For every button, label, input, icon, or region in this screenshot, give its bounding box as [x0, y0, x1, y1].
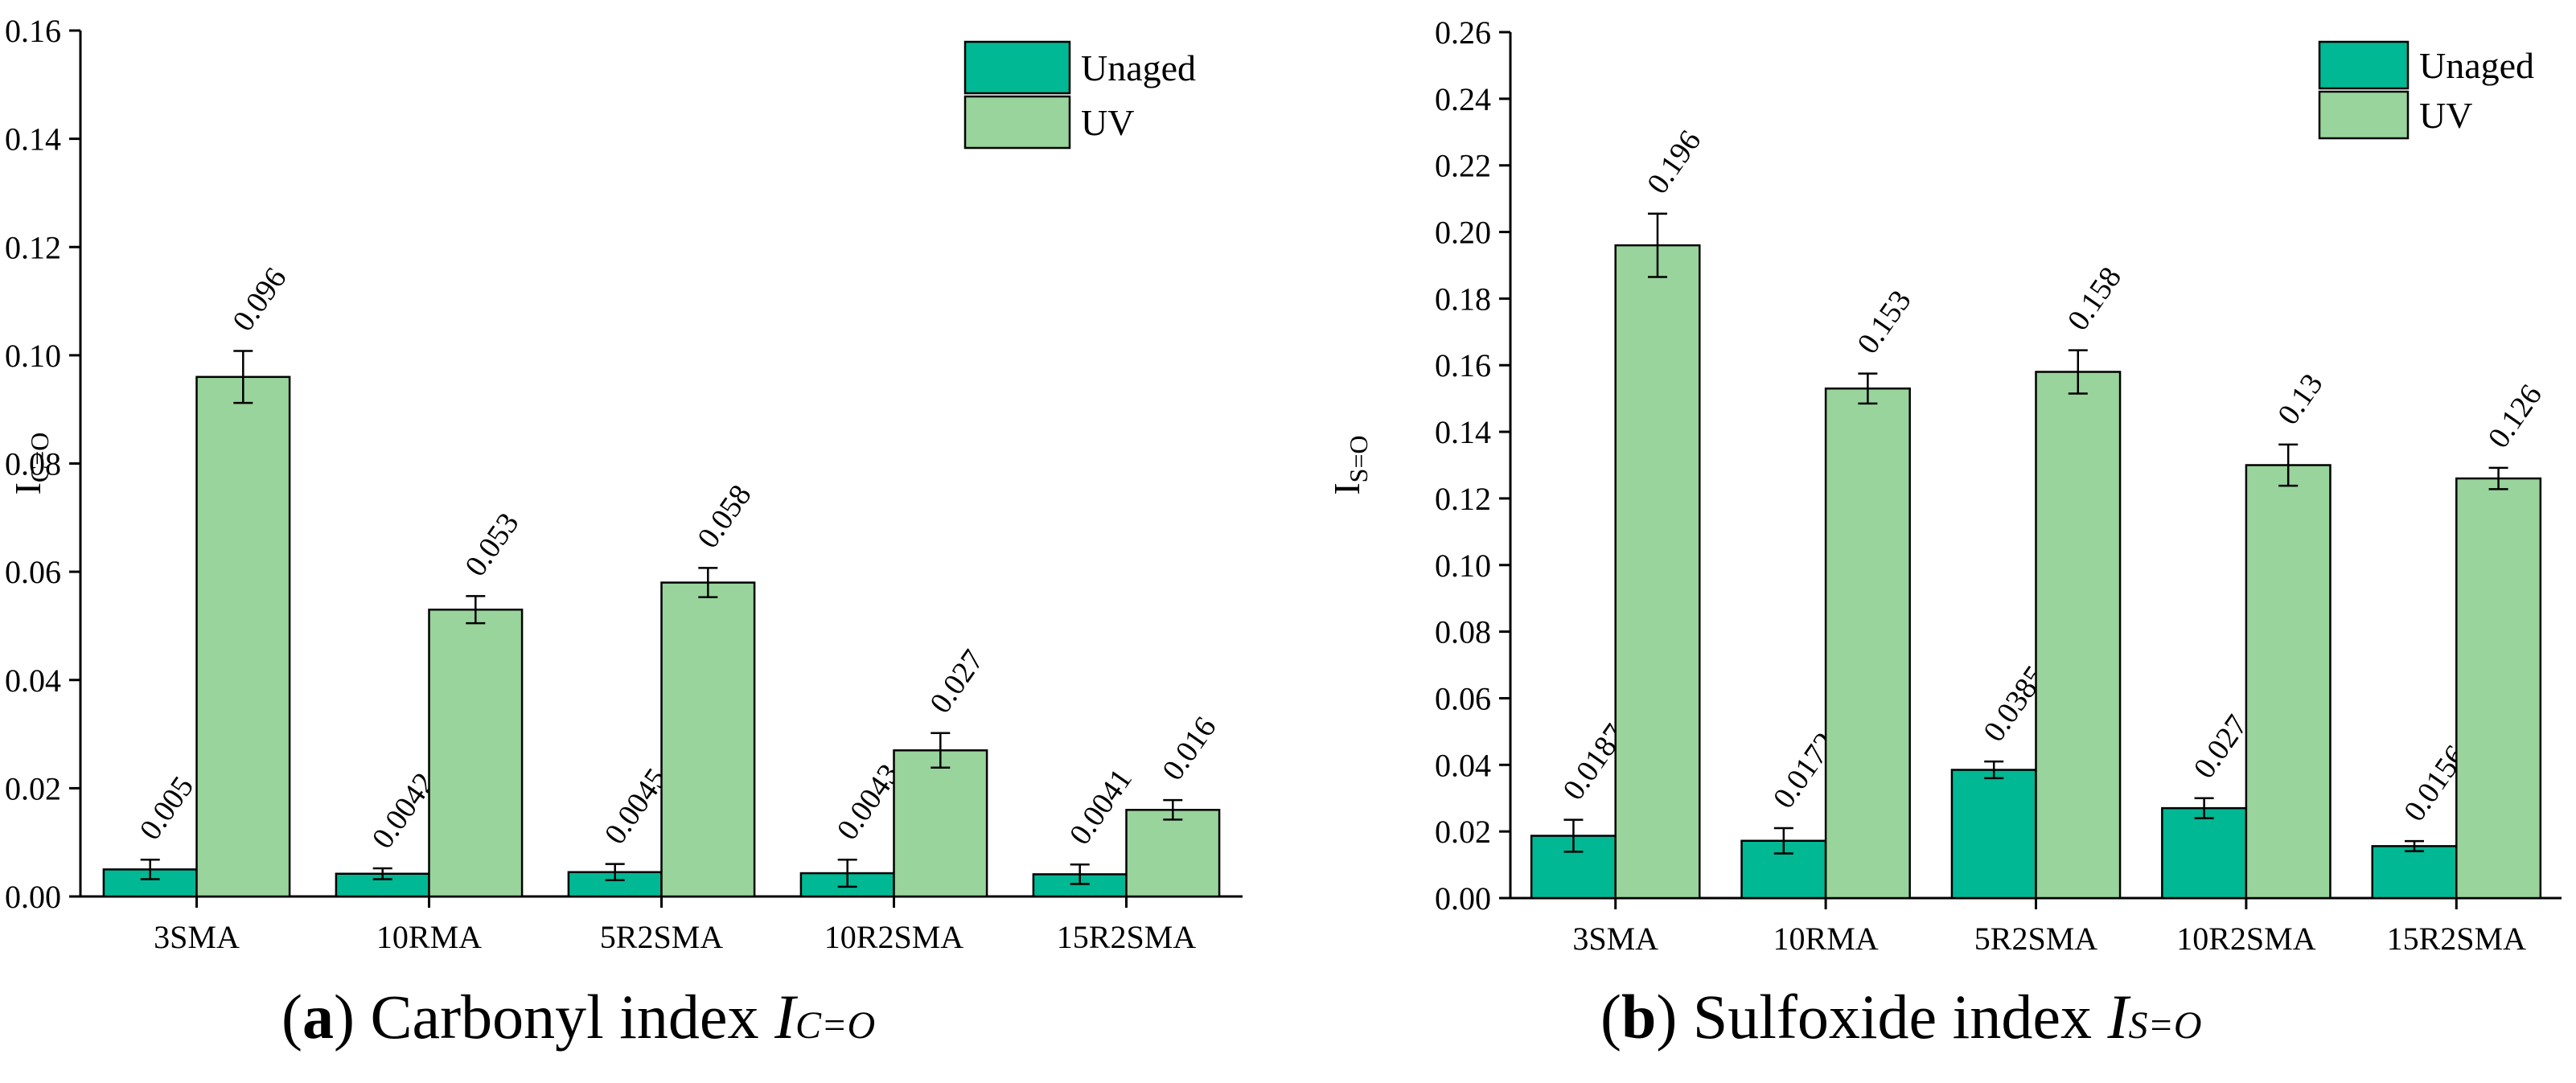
caption-a-symbol-sub: C=O: [795, 1004, 876, 1047]
data-label: 0.016: [1156, 711, 1222, 786]
bar-uv-3sma: [195, 375, 291, 898]
y-tick-label: 0.00: [5, 879, 61, 915]
data-label: 0.196: [1641, 125, 1707, 200]
bar-uv-15r2sma: [1125, 809, 1221, 898]
x-tick-label: 3SMA: [154, 919, 240, 955]
y-tick-label: 0.14: [1435, 414, 1491, 450]
x-tick-label: 5R2SMA: [1974, 921, 2097, 957]
x-tick-label: 15R2SMA: [1057, 919, 1196, 955]
bar-uv-5r2sma: [2035, 371, 2122, 900]
y-axis-label-sub: C=O: [25, 433, 54, 483]
bar-uv-3sma: [1614, 244, 1701, 900]
y-tick-label: 0.26: [1435, 14, 1491, 51]
y-tick-label: 0.24: [1435, 81, 1491, 117]
bar-unaged-15r2sma: [2371, 845, 2458, 900]
y-tick-label: 0.22: [1435, 148, 1491, 184]
x-tick-label: 5R2SMA: [600, 919, 723, 955]
caption-b: (b) Sulfoxide index IS=O: [1600, 982, 2202, 1052]
bar-uv-15r2sma: [2455, 477, 2542, 900]
chart-panel-b: 0.00 0.02 0.04 0.06 0.08 0.10 0.12 0.14 0.16 0.18…: [1326, 14, 2562, 957]
x-tick-label: 10R2SMA: [824, 919, 963, 955]
bar-uv-10r2sma: [2245, 464, 2332, 900]
bar-uv-10rma: [1824, 387, 1911, 900]
data-label: 0.153: [1851, 285, 1917, 360]
y-axis-label: IS=O: [1326, 435, 1373, 494]
data-label: 0.027: [2188, 709, 2254, 785]
data-label: 0.13: [2271, 367, 2330, 431]
caption-b-symbol: I: [2107, 982, 2129, 1052]
y-tick-label: 0.10: [1435, 548, 1491, 584]
data-label: 0.058: [691, 478, 758, 554]
y-tick-label: 0.12: [5, 229, 61, 265]
legend-label-unaged: Unaged: [2419, 45, 2534, 86]
y-tick-label: 0.12: [1435, 481, 1491, 517]
x-tick-label: 10RMA: [376, 919, 482, 955]
y-axis-label-sub: S=O: [1344, 435, 1373, 482]
data-label: 0.158: [2061, 261, 2128, 337]
bar-uv-10rma: [428, 608, 524, 898]
x-tick-label: 10R2SMA: [2176, 921, 2315, 957]
data-label: 0.126: [2482, 379, 2549, 454]
data-label: 0.027: [923, 644, 990, 720]
y-tick-label: 0.06: [1435, 680, 1491, 716]
y-tick-label: 0.20: [1435, 215, 1491, 251]
y-tick-label: 0.16: [5, 13, 61, 49]
y-tick-label: 0.04: [1435, 747, 1491, 783]
bar-unaged-5r2sma: [1950, 769, 2037, 900]
y-tick-label: 0.02: [5, 770, 61, 806]
bar-uv-5r2sma: [660, 581, 756, 898]
y-tick-label: 0.16: [1435, 347, 1491, 384]
caption-a-symbol: I: [774, 982, 796, 1052]
y-tick-label: 0.02: [1435, 814, 1491, 850]
x-tick-label: 3SMA: [1572, 921, 1658, 957]
legend-swatch-uv: [963, 95, 1071, 150]
y-tick-label: 0.10: [5, 338, 61, 374]
y-tick-label: 0.00: [1435, 880, 1491, 917]
bar-unaged-10r2sma: [2161, 806, 2248, 900]
y-tick-label: 0.14: [5, 121, 61, 158]
data-label: 0.053: [458, 507, 525, 582]
legend-swatch-uv: [2318, 90, 2410, 140]
caption-a: (a) Carbonyl index IC=O: [281, 982, 876, 1052]
chart-panel-a: 0.000.020.040.060.080.100.120.140.16IC=O…: [5, 13, 1243, 955]
caption-b-symbol-sub: S=O: [2128, 1004, 2202, 1047]
legend-label-uv: UV: [2419, 95, 2472, 136]
caption-b-text: Sulfoxide index: [1692, 982, 2092, 1052]
y-tick-label: 0.06: [5, 554, 61, 590]
y-tick-label: 0.04: [5, 663, 61, 699]
caption-a-text: Carbonyl index: [370, 982, 759, 1052]
y-tick-label: 0.18: [1435, 281, 1491, 317]
legend-swatch-unaged: [2318, 40, 2410, 90]
legend-label-uv: UV: [1081, 102, 1134, 143]
y-tick-label: 0.08: [5, 446, 61, 482]
x-tick-label: 15R2SMA: [2387, 921, 2526, 957]
legend-label-unaged: Unaged: [1081, 47, 1196, 88]
x-tick-label: 10RMA: [1773, 921, 1879, 957]
legend-swatch-unaged: [963, 40, 1071, 95]
y-tick-label: 0.08: [1435, 614, 1491, 650]
data-label: 0.096: [226, 262, 293, 338]
data-label: 0.005: [134, 770, 200, 846]
bar-uv-10r2sma: [893, 749, 988, 898]
